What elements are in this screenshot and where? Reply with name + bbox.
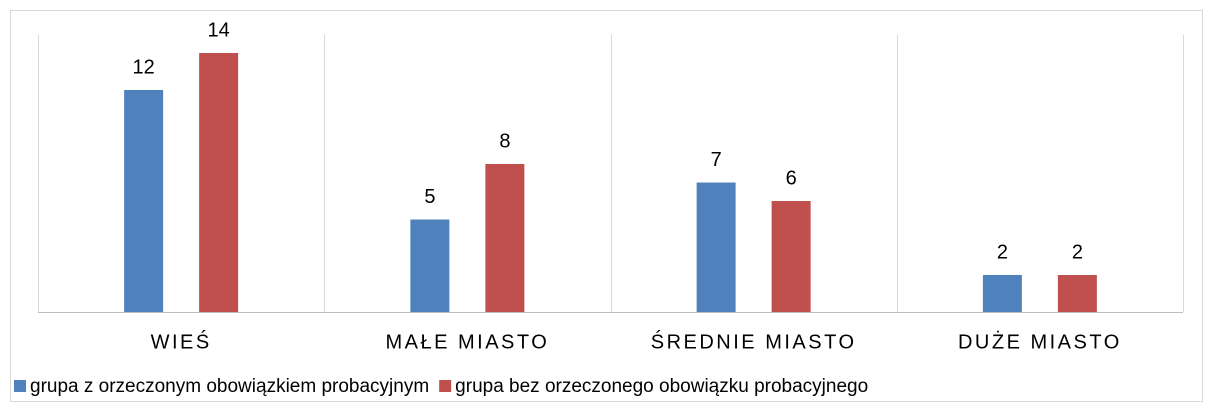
data-label: 5 — [424, 186, 435, 208]
bar — [771, 201, 811, 312]
bar — [1057, 275, 1097, 312]
data-label: 12 — [133, 56, 155, 78]
data-label: 8 — [499, 130, 510, 152]
data-label: 6 — [786, 167, 797, 189]
bar — [410, 219, 450, 312]
data-label: 2 — [997, 241, 1008, 263]
x-tick-label: MAŁE MIASTO — [385, 331, 549, 353]
legend-swatch — [439, 380, 452, 392]
bar — [124, 90, 164, 312]
x-tick-label: WIEŚ — [151, 329, 212, 353]
data-label: 7 — [711, 149, 722, 171]
bar — [982, 275, 1022, 312]
legend-label: grupa bez orzeczonego obowiązku probacyj… — [455, 376, 868, 397]
bar — [199, 53, 239, 312]
bar — [696, 182, 736, 312]
x-tick-label: ŚREDNIE MIASTO — [651, 329, 857, 353]
data-label: 2 — [1072, 241, 1083, 263]
x-tick-label: DUŻE MIASTO — [958, 330, 1122, 353]
bar — [485, 164, 525, 312]
legend-swatch — [14, 380, 26, 392]
legend-label: grupa z orzeczonym obowiązkiem probacyjn… — [30, 376, 429, 397]
data-label: 14 — [208, 19, 230, 41]
